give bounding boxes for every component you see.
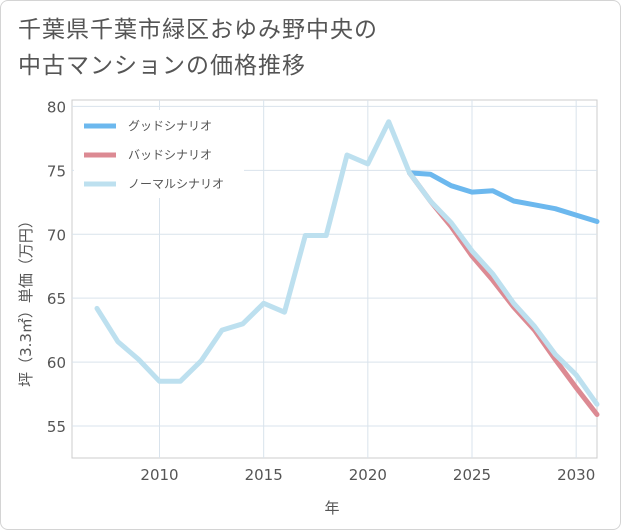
y-tick-label: 75 [47,162,66,180]
legend-label-normal: ノーマルシナリオ [128,177,224,191]
chart-title: 千葉県千葉市緑区おゆみ野中央の 中古マンションの価格推移 [18,12,378,84]
x-tick-label: 2030 [557,466,595,484]
y-tick-label: 70 [47,226,66,244]
x-axis-ticks: 2010 2015 2020 2025 2030 [140,466,595,484]
legend-label-good: グッドシナリオ [128,119,212,133]
y-axis-label: 坪（3.3㎡）単価（万円） [17,213,35,387]
y-tick-label: 55 [47,418,66,436]
series-line-normal [94,119,600,407]
chart-title-line-2: 中古マンションの価格推移 [18,53,306,79]
grid [72,100,597,458]
series-layer [94,119,600,417]
y-axis-ticks: 55 60 65 70 75 80 [47,98,66,436]
y-tick-label: 80 [47,98,66,116]
chart-title-line-1: 千葉県千葉市緑区おゆみ野中央の [18,17,378,43]
legend-label-bad: バッドシナリオ [128,148,212,162]
x-axis-label: 年 [324,499,339,517]
x-tick-label: 2010 [140,466,178,484]
y-tick-label: 60 [47,354,66,372]
x-tick-label: 2025 [453,466,491,484]
x-tick-label: 2015 [245,466,283,484]
x-tick-label: 2020 [349,466,387,484]
y-tick-label: 65 [47,290,66,308]
series-line-good [407,170,600,224]
